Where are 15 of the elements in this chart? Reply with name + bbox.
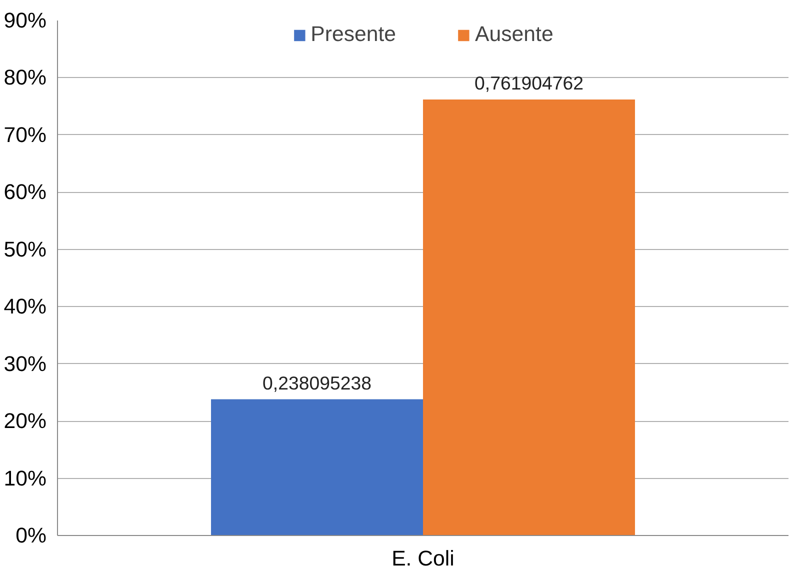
y-tick-label: 90% — [4, 8, 47, 32]
x-tick-label: E. Coli — [392, 546, 454, 570]
data-label: 0,761904762 — [474, 72, 584, 94]
y-tick-label: 30% — [4, 352, 47, 376]
y-tick-label: 0% — [16, 524, 47, 548]
legend-label: Presente — [310, 22, 396, 47]
y-tick-label: 60% — [4, 180, 47, 204]
y-tick-label: 10% — [4, 466, 47, 490]
legend-label: Ausente — [475, 22, 554, 47]
y-tick-label: 70% — [4, 122, 47, 147]
y-tick-label: 20% — [4, 409, 47, 434]
y-tick-label: 40% — [4, 294, 47, 319]
data-label: 0,238095238 — [262, 372, 372, 394]
y-tick-label: 50% — [4, 237, 47, 262]
y-tick-label: 80% — [4, 66, 47, 90]
